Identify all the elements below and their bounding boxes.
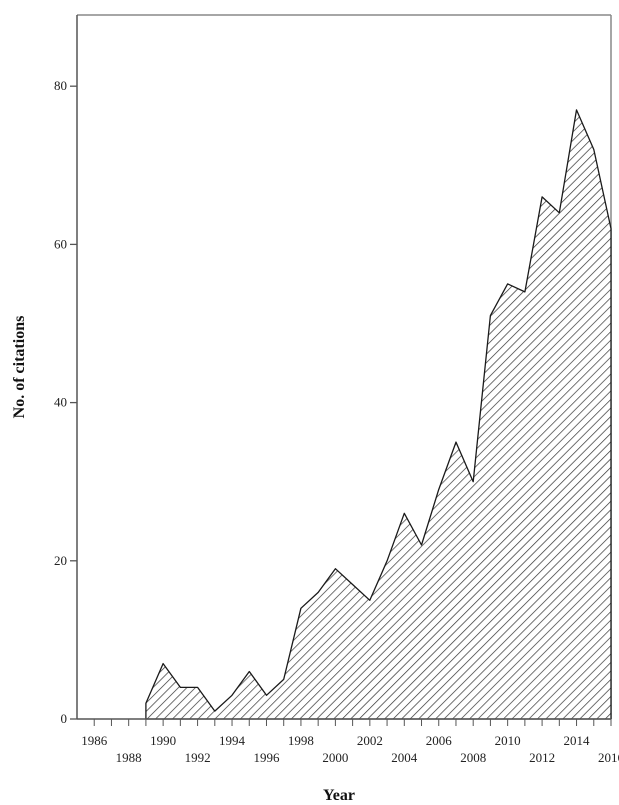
x-tick-label: 1998 (288, 733, 314, 748)
x-tick-label: 2004 (391, 750, 418, 765)
x-tick-label: 1992 (185, 750, 211, 765)
y-tick-label: 40 (54, 395, 67, 410)
x-tick-label: 1994 (219, 733, 246, 748)
x-tick-label: 2000 (322, 750, 348, 765)
y-tick-label: 80 (54, 78, 67, 93)
x-tick-label: 2016 (598, 750, 619, 765)
x-tick-label: 2002 (357, 733, 383, 748)
x-tick-label: 2008 (460, 750, 486, 765)
y-tick-label: 0 (61, 711, 68, 726)
x-tick-label: 2006 (426, 733, 453, 748)
x-tick-label: 2012 (529, 750, 555, 765)
y-tick-label: 60 (54, 236, 67, 251)
x-tick-label: 1996 (253, 750, 280, 765)
tick-labels: 0 20 40 60 80 1986 1988 1990 1992 1994 1996 1998 200… (54, 78, 619, 765)
y-tick-label: 20 (54, 553, 67, 568)
x-axis-title: Year (323, 787, 355, 804)
citations-area (145, 109, 612, 720)
x-tick-label: 1988 (116, 750, 142, 765)
area-series (145, 109, 612, 720)
x-tick-label: 1986 (81, 733, 108, 748)
y-axis-title: No. of citations (11, 316, 28, 419)
x-tick-label: 2010 (495, 733, 521, 748)
axes (70, 15, 612, 726)
x-tick-label: 2014 (564, 733, 591, 748)
x-tick-label: 1990 (150, 733, 176, 748)
